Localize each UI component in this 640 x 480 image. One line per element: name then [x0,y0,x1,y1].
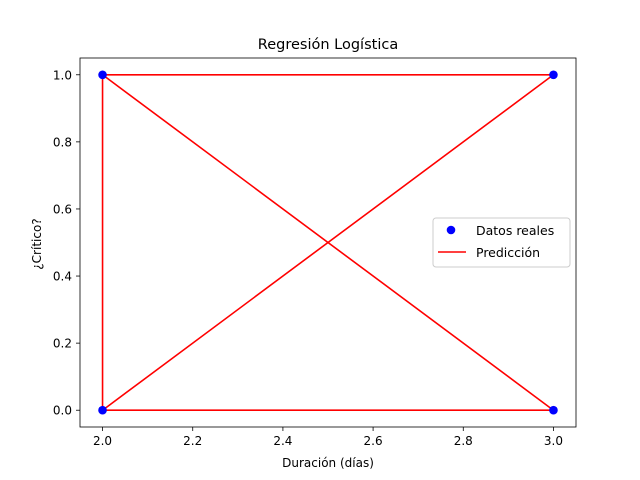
legend: Datos reales Predicción [432,217,571,268]
x-tick-label: 2.2 [183,434,202,448]
x-tick-label: 2.0 [93,434,112,448]
y-tick-label: 0.0 [53,404,72,418]
x-tick-label: 2.4 [273,434,292,448]
y-tick-label: 0.4 [53,270,72,284]
y-tick-label: 0.2 [53,337,72,351]
plot-area [79,57,577,428]
x-tick-label: 3.0 [544,434,563,448]
legend-label-datos-reales: Datos reales [476,223,554,238]
y-tick-label: 0.6 [53,202,72,216]
y-axis: 0.0 0.2 0.4 0.6 0.8 1.0 [53,68,80,418]
x-axis-title: Duración (días) [282,456,374,470]
y-tick-label: 0.8 [53,135,72,149]
data-point [549,405,558,415]
prediction-line-1 [101,73,555,412]
axes-frame [79,57,577,428]
legend-marker-datos-reales [446,225,456,235]
x-tick-label: 2.8 [454,434,473,448]
chart-title: Regresión Logística [258,37,398,53]
prediction-line-3 [101,73,555,412]
data-point [98,405,107,415]
x-tick-label: 2.6 [364,434,383,448]
y-tick-label: 1.0 [53,68,72,82]
y-axis-title: ¿Crítico? [30,218,44,269]
data-point [98,70,107,80]
x-axis: 2.0 2.2 2.4 2.6 2.8 3.0 [93,427,563,448]
data-point [549,70,558,80]
legend-label-prediccion: Predicción [476,245,540,260]
legend-frame [432,217,571,268]
